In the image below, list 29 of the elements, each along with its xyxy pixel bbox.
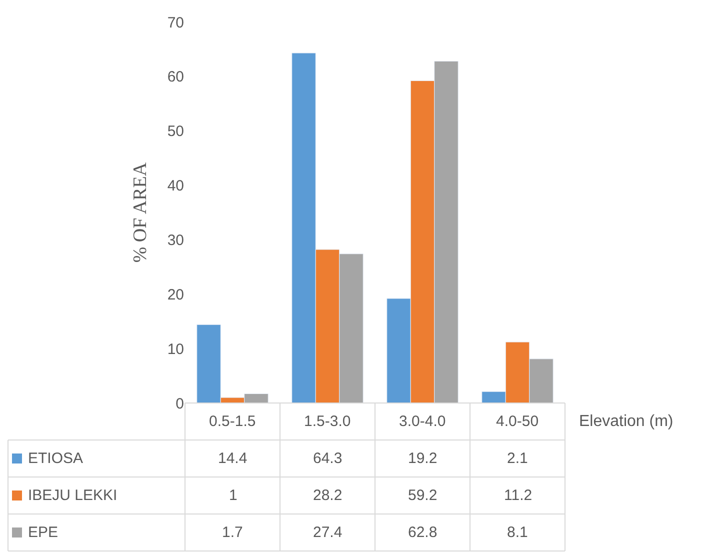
y-tick-label: 70: [167, 14, 184, 32]
data-label: 19.2: [408, 450, 438, 467]
data-label: 11.2: [504, 487, 532, 504]
y-axis-title: % OF AREA: [130, 162, 152, 263]
data-label: 14.4: [218, 450, 248, 467]
y-tick-label: 20: [167, 286, 184, 304]
data-label: 1.7: [222, 524, 243, 541]
y-tick-label: 50: [167, 123, 184, 140]
y-tick-label: 10: [167, 340, 184, 358]
x-tick-label: 0.5-1.5: [209, 413, 256, 430]
y-tick-label: 60: [167, 68, 184, 86]
data-label: 1: [229, 487, 238, 504]
x-tick-label: 1.5-3.0: [304, 413, 351, 430]
x-axis-title: Elevation (m): [579, 413, 674, 430]
y-tick-label: 0: [176, 395, 184, 412]
data-label: 2.1: [507, 450, 528, 467]
data-label: 27.4: [313, 524, 342, 541]
data-label: 8.1: [507, 524, 528, 541]
data-label: 64.3: [313, 450, 342, 467]
legend-label: ETIOSA: [28, 450, 84, 467]
y-tick-label: 30: [167, 232, 184, 249]
data-label: 28.2: [313, 487, 342, 504]
legend-label: IBEJU LEKKI: [28, 487, 118, 504]
data-label: 62.8: [408, 524, 438, 541]
data-label: 59.2: [408, 487, 438, 504]
legend-label: EPE: [28, 524, 58, 541]
y-tick-label: 40: [167, 178, 184, 195]
x-tick-label: 4.0-50: [496, 413, 539, 430]
x-tick-label: 3.0-4.0: [399, 413, 446, 430]
